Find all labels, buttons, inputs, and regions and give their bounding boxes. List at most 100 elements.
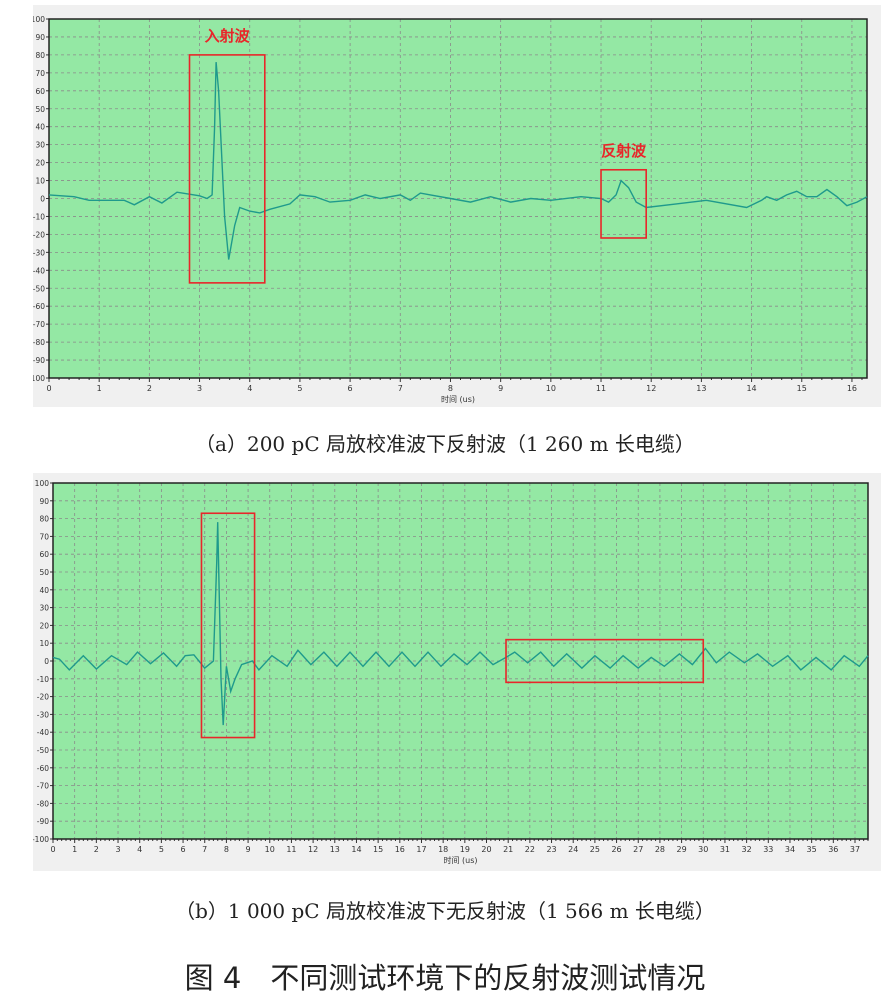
x-tick-label: 5: [297, 384, 302, 393]
y-tick-label: 90: [39, 497, 49, 506]
x-tick-label: 3: [115, 845, 120, 854]
x-tick-label: 23: [546, 845, 556, 854]
x-axis-label: 时间 (us): [443, 855, 477, 865]
y-tick-label: -30: [33, 248, 45, 257]
y-tick-label: 10: [35, 177, 45, 186]
x-tick-label: 31: [720, 845, 730, 854]
x-tick-label: 2: [147, 384, 152, 393]
x-tick-label: 4: [137, 845, 142, 854]
x-tick-label: 5: [159, 845, 164, 854]
annotation-label: 反射波: [601, 142, 647, 160]
x-tick-label: 21: [503, 845, 513, 854]
plot-frame: [52, 482, 869, 840]
x-tick-label: 27: [633, 845, 643, 854]
x-tick-label: 16: [395, 845, 405, 854]
y-tick-label: -60: [33, 302, 45, 311]
y-tick-label: 50: [35, 105, 45, 114]
x-tick-label: 17: [416, 845, 426, 854]
x-tick-label: 6: [348, 384, 353, 393]
y-tick-label: -20: [33, 230, 45, 239]
x-tick-label: 15: [797, 384, 807, 393]
x-tick-label: 2: [94, 845, 99, 854]
y-tick-label: 60: [39, 550, 49, 559]
x-tick-label: 12: [646, 384, 656, 393]
x-tick-label: 11: [286, 845, 296, 854]
y-tick-label: 0: [44, 657, 49, 666]
y-tick-label: 20: [35, 159, 45, 168]
y-tick-label: -50: [33, 284, 45, 293]
y-tick-label: 70: [39, 532, 49, 541]
x-tick-label: 0: [50, 845, 55, 854]
y-tick-label: 100: [33, 15, 45, 24]
x-tick-label: 1: [72, 845, 77, 854]
y-tick-label: 10: [39, 639, 49, 648]
caption-b: （b）1 000 pC 局放校准波下无反射波（1 566 m 长电缆）: [175, 899, 715, 923]
chart-b-panel: 0 1 2 3 4 5 6 7 8 9 10 11 12 13 14 15 16 17 18 19 20 21 22 23 24…: [33, 473, 881, 871]
y-tick-label: -10: [37, 675, 49, 684]
x-tick-label: 37: [850, 845, 860, 854]
y-tick-label: -30: [37, 710, 49, 719]
x-tick-label: 36: [828, 845, 838, 854]
x-tick-label: 7: [398, 384, 403, 393]
x-tick-label: 34: [785, 845, 795, 854]
y-tick-label: -10: [33, 212, 45, 221]
x-tick-label: 24: [568, 845, 578, 854]
y-tick-label: 100: [35, 479, 50, 488]
annotation-box: [200, 512, 256, 739]
y-tick-label: -80: [33, 338, 45, 347]
x-tick-label: 3: [197, 384, 202, 393]
x-tick-label: 14: [746, 384, 756, 393]
y-tick-label: 50: [39, 568, 49, 577]
x-tick-label: 16: [847, 384, 857, 393]
x-tick-label: 9: [246, 845, 251, 854]
y-tick-label: 60: [35, 87, 45, 96]
x-tick-label: 1: [97, 384, 102, 393]
x-tick-label: 7: [202, 845, 207, 854]
x-tick-label: 14: [351, 845, 361, 854]
waveform-line: [52, 522, 869, 726]
y-tick-label: -40: [33, 266, 45, 275]
chart-a-panel: 0 1 2 3 4 5 6 7 8 9 10 11 12 13 14 15 16 100 90 80 70 60 50 40 3…: [33, 5, 881, 407]
waveform-line: [48, 62, 868, 260]
x-tick-label: 12: [308, 845, 318, 854]
plot-frame: [48, 18, 868, 379]
y-tick-label: -90: [33, 356, 45, 365]
annotation-box: [505, 638, 705, 684]
caption-a: （a）200 pC 局放校准波下反射波（1 260 m 长电缆）: [195, 432, 695, 456]
x-tick-label: 10: [265, 845, 275, 854]
x-tick-label: 26: [611, 845, 621, 854]
y-tick-label: -80: [37, 799, 49, 808]
x-tick-label: 0: [46, 384, 51, 393]
x-tick-label: 20: [481, 845, 491, 854]
y-tick-label: 40: [35, 123, 45, 132]
chart-a: 0 1 2 3 4 5 6 7 8 9 10 11 12 13 14 15 161009080706050403…: [33, 15, 868, 404]
x-tick-label: 9: [498, 384, 503, 393]
y-tick-label: 70: [35, 69, 45, 78]
y-tick-label: -50: [37, 746, 49, 755]
y-tick-label: 30: [35, 141, 45, 150]
x-tick-label: 6: [181, 845, 186, 854]
y-tick-label: -100: [33, 374, 45, 383]
y-tick-label: 80: [35, 51, 45, 60]
y-tick-label: 20: [39, 621, 49, 630]
y-tick-label: 30: [39, 604, 49, 613]
x-tick-label: 19: [460, 845, 470, 854]
x-tick-label: 13: [696, 384, 706, 393]
y-tick-label: -90: [37, 817, 49, 826]
y-tick-label: -100: [33, 835, 49, 844]
x-tick-label: 18: [438, 845, 448, 854]
x-tick-label: 11: [596, 384, 606, 393]
y-tick-label: -70: [33, 320, 45, 329]
y-tick-label: 90: [35, 33, 45, 42]
y-tick-label: -40: [37, 728, 49, 737]
x-tick-label: 25: [590, 845, 600, 854]
x-tick-label: 22: [525, 845, 535, 854]
y-tick-label: -20: [37, 693, 49, 702]
annotation-label: 入射波: [205, 27, 251, 45]
x-tick-label: 13: [330, 845, 340, 854]
x-tick-label: 4: [247, 384, 252, 393]
x-tick-label: 29: [676, 845, 686, 854]
x-tick-label: 30: [698, 845, 708, 854]
x-tick-label: 10: [546, 384, 556, 393]
y-tick-label: 40: [39, 586, 49, 595]
